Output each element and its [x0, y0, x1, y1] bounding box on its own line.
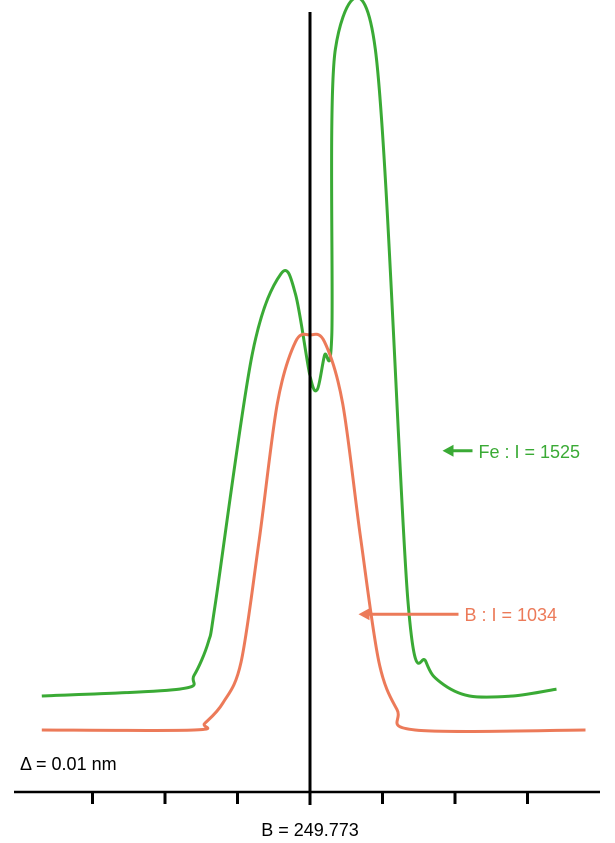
annotation-arrow-head — [442, 444, 454, 457]
annotation-label: B : I = 1034 — [465, 605, 558, 625]
x-axis-label: B = 249.773 — [261, 820, 359, 840]
annotation-fe: Fe : I = 1525 — [442, 442, 581, 462]
annotation-b: B : I = 1034 — [358, 605, 558, 625]
annotation-arrow-head — [358, 608, 370, 621]
annotations-layer: Fe : I = 1525 B : I = 1034 — [358, 442, 581, 625]
curves-layer — [41, 0, 586, 733]
x-axis-ticks — [91, 792, 529, 804]
series-line-fe — [41, 0, 557, 699]
series-line-b — [41, 332, 586, 733]
annotation-label: Fe : I = 1525 — [479, 442, 581, 462]
scale-note-label: Δ = 0.01 nm — [20, 754, 117, 774]
